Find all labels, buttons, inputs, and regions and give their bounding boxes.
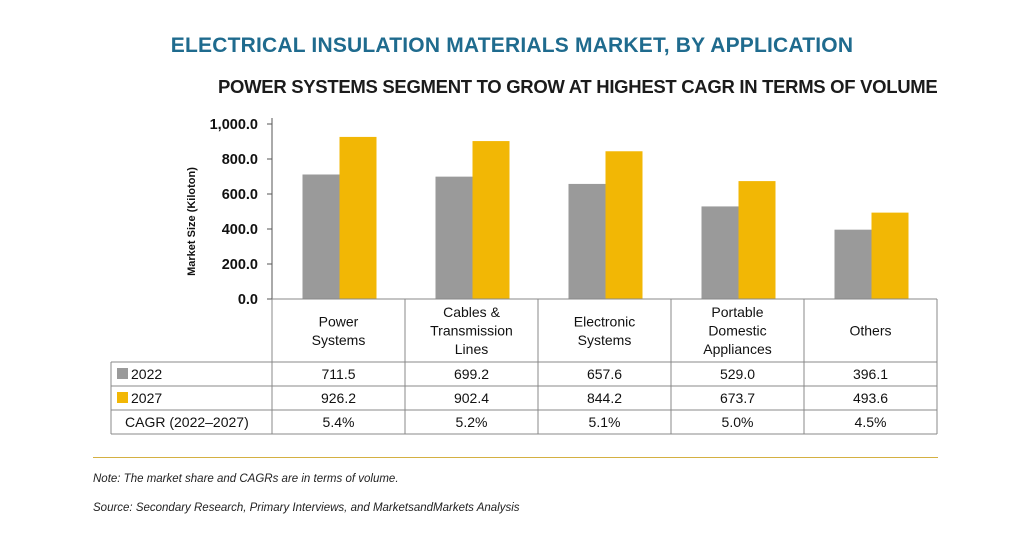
category-label: Transmission (430, 323, 513, 339)
y-tick-label: 600.0 (222, 187, 258, 203)
footnote: Note: The market share and CAGRs are in … (93, 473, 399, 485)
chart-title: ELECTRICAL INSULATION MATERIALS MARKET, … (170, 34, 854, 57)
legend-label-2027: 2027 (131, 390, 162, 406)
cagr-value: 5.0% (722, 414, 754, 430)
category-label: Systems (312, 332, 366, 348)
legend-swatch-2027 (117, 392, 128, 403)
cagr-row-label: CAGR (2022–2027) (125, 414, 249, 430)
data-label-2022: 529.0 (720, 366, 755, 382)
y-tick-label: 0.0 (238, 292, 258, 308)
cagr-value: 5.2% (456, 414, 488, 430)
data-label-2022: 711.5 (322, 366, 356, 382)
y-axis-label: Market Size (Kiloton) (186, 167, 198, 276)
cagr-value: 5.4% (323, 414, 355, 430)
data-label-2027: 673.7 (720, 390, 755, 406)
bar-2027-3 (738, 181, 776, 299)
category-label: Appliances (703, 341, 772, 357)
source-note: Source: Secondary Research, Primary Inte… (93, 502, 520, 514)
category-label: Electronic (574, 313, 635, 329)
bar-2022-1 (435, 176, 473, 299)
category-label: Others (849, 323, 891, 339)
bar-2022-4 (834, 229, 872, 299)
cagr-value: 5.1% (589, 414, 621, 430)
data-label-2022: 699.2 (454, 366, 489, 382)
category-label: Power (319, 313, 359, 329)
category-label: Cables & (443, 304, 500, 320)
data-label-2027: 493.6 (853, 390, 888, 406)
y-tick-label: 1,000.0 (210, 117, 258, 133)
bar-2027-1 (472, 141, 510, 299)
bar-2022-2 (568, 183, 606, 299)
data-label-2027: 926.2 (321, 390, 356, 406)
data-label-2027: 844.2 (587, 390, 622, 406)
cagr-value: 4.5% (855, 414, 887, 430)
y-tick-label: 800.0 (222, 152, 258, 168)
y-tick-label: 400.0 (222, 222, 258, 238)
category-label: Portable (711, 304, 763, 320)
chart-subtitle: POWER SYSTEMS SEGMENT TO GROW AT HIGHEST… (218, 76, 938, 97)
data-label-2022: 396.1 (853, 366, 888, 382)
category-label: Systems (578, 332, 632, 348)
category-label: Lines (455, 341, 488, 357)
divider-rule (93, 457, 938, 458)
bar-2022-3 (701, 206, 739, 299)
y-tick-label: 200.0 (222, 257, 258, 273)
category-label: Domestic (708, 323, 766, 339)
bar-2027-0 (339, 136, 377, 299)
bar-2027-4 (871, 212, 909, 299)
legend-swatch-2022 (117, 368, 128, 379)
data-label-2027: 902.4 (454, 390, 489, 406)
bar-2027-2 (605, 151, 643, 299)
data-label-2022: 657.6 (587, 366, 622, 382)
bar-2022-0 (302, 174, 340, 299)
legend-label-2022: 2022 (131, 366, 162, 382)
